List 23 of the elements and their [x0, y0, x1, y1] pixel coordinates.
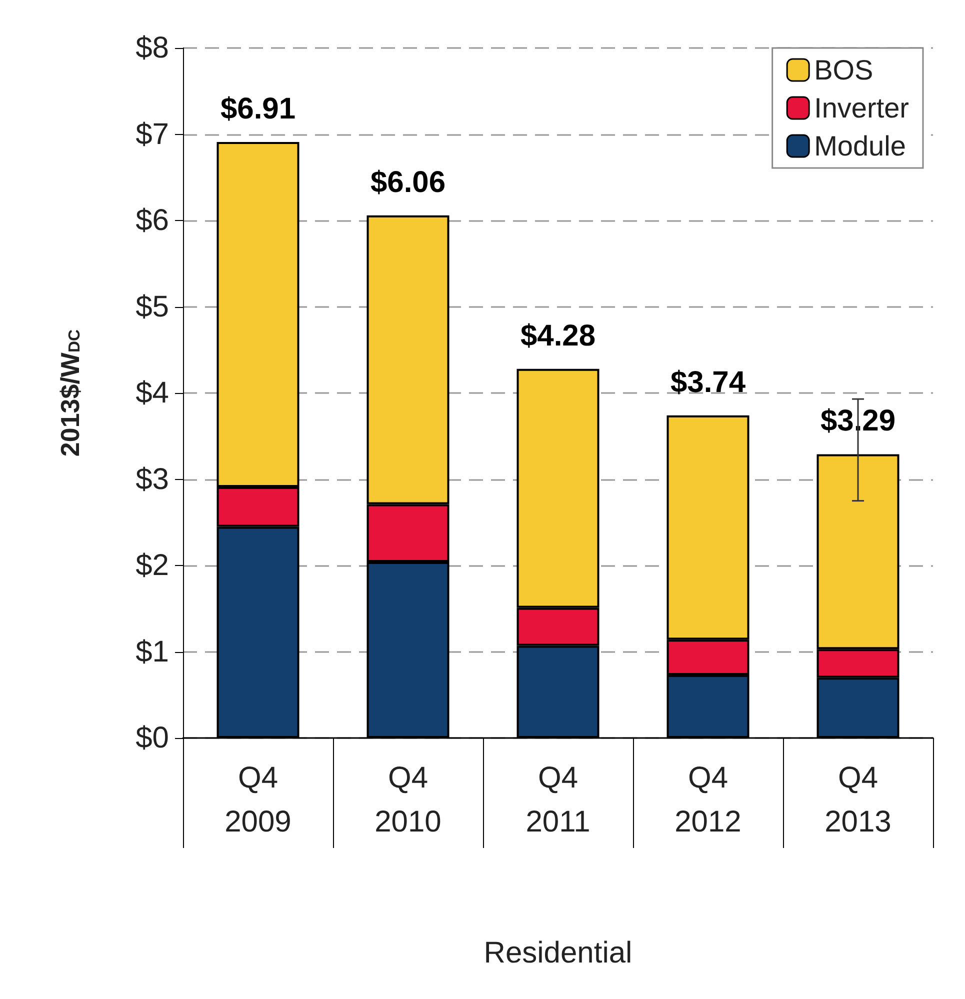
y-tick-label: $7: [136, 118, 169, 151]
legend-label: BOS: [814, 54, 874, 86]
x-tick-label: Q4 2011: [526, 762, 590, 838]
y-tick-label: $1: [136, 635, 169, 668]
total-label: $6.06: [370, 166, 446, 199]
legend-label: Module: [814, 130, 906, 162]
x-tick-label: Q4 2012: [674, 762, 742, 838]
x-axis-title: Residential: [484, 936, 632, 970]
y-tick-label: $5: [136, 290, 169, 324]
y-tick-label: $0: [136, 722, 169, 754]
y-tick-label: $2: [136, 549, 169, 582]
x-tick-label: Q4 2010: [374, 762, 442, 838]
y-axis-title: 2013$/WDC: [55, 328, 85, 457]
total-label: $6.91: [220, 92, 296, 126]
x-tick-label: Q4 2013: [824, 762, 892, 838]
y-tick-label: $6: [136, 204, 169, 237]
x-tick-label: Q4 2009: [224, 762, 292, 838]
y-tick-label: $3: [136, 462, 169, 496]
total-label: $4.28: [520, 319, 596, 352]
y-tick-label: $8: [136, 32, 169, 64]
legend-label: Inverter: [814, 92, 910, 124]
y-tick-label: $4: [136, 376, 169, 410]
total-label: $3.74: [670, 366, 746, 399]
